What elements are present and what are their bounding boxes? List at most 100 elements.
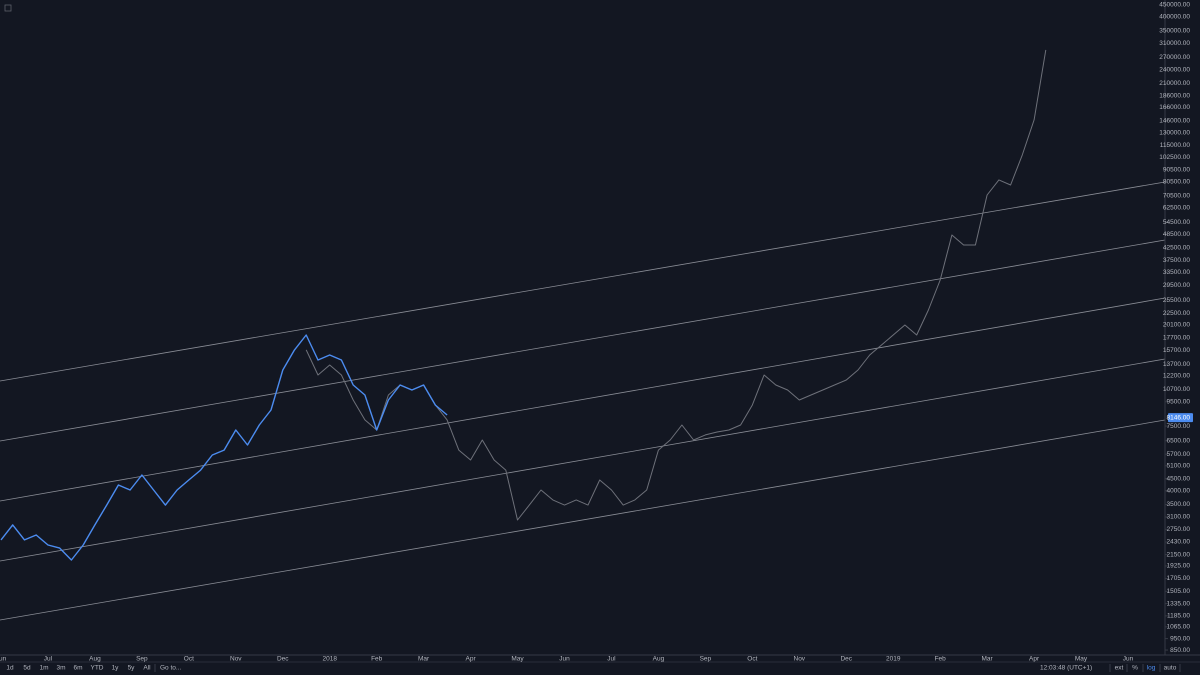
y-tick-label: 146000.00 bbox=[1159, 117, 1190, 124]
y-tick-label: 13700.00 bbox=[1163, 361, 1190, 368]
y-tick-label: 1185.00 bbox=[1167, 613, 1190, 620]
y-tick-label: 186000.00 bbox=[1159, 93, 1190, 100]
x-tick-label: Sep bbox=[136, 656, 148, 663]
y-tick-label: 37500.00 bbox=[1163, 257, 1190, 264]
y-tick-label: 33500.00 bbox=[1163, 269, 1190, 276]
x-tick-label: 2019 bbox=[886, 656, 901, 663]
y-tick-label: 2750.00 bbox=[1167, 526, 1191, 533]
y-tick-label: 15700.00 bbox=[1163, 347, 1190, 354]
last-price-label: 8146.00 bbox=[1167, 414, 1191, 421]
x-tick-label: Aug bbox=[89, 656, 101, 663]
range-button[interactable]: 6m bbox=[73, 665, 82, 672]
y-tick-label: 62500.00 bbox=[1163, 205, 1190, 212]
option-button[interactable]: ext bbox=[1115, 665, 1124, 672]
y-tick-label: 240000.00 bbox=[1159, 66, 1190, 73]
range-button[interactable]: 5d bbox=[23, 665, 31, 672]
y-tick-label: 6500.00 bbox=[1167, 438, 1191, 445]
y-tick-label: 10700.00 bbox=[1163, 386, 1190, 393]
x-tick-label: Oct bbox=[184, 656, 194, 663]
x-tick-label: Apr bbox=[466, 656, 477, 663]
y-tick-label: 400000.00 bbox=[1159, 14, 1190, 21]
x-tick-label: Jun bbox=[559, 656, 570, 663]
x-tick-label: May bbox=[1075, 656, 1088, 663]
x-tick-label: 2018 bbox=[322, 656, 337, 663]
y-tick-label: 4500.00 bbox=[1167, 475, 1191, 482]
x-tick-label: Feb bbox=[371, 656, 383, 663]
y-tick-label: 5700.00 bbox=[1167, 451, 1191, 458]
x-tick-label: Nov bbox=[794, 656, 806, 663]
channel-line bbox=[0, 239, 1166, 442]
channel-line bbox=[0, 358, 1166, 562]
range-button[interactable]: All bbox=[143, 665, 151, 672]
y-tick-label: 2430.00 bbox=[1167, 539, 1191, 546]
last-price-box bbox=[1168, 413, 1193, 423]
x-tick-label: Sep bbox=[700, 656, 712, 663]
x-tick-label: Jun bbox=[1123, 656, 1134, 663]
x-tick-label: Dec bbox=[840, 656, 852, 663]
x-tick-label: Jun bbox=[0, 656, 7, 663]
range-button[interactable]: YTD bbox=[91, 665, 104, 672]
option-button[interactable]: auto bbox=[1164, 665, 1177, 672]
y-tick-label: 29500.00 bbox=[1163, 282, 1190, 289]
y-tick-label: 1705.00 bbox=[1167, 575, 1191, 582]
range-button[interactable]: 1m bbox=[39, 665, 48, 672]
x-tick-label: May bbox=[511, 656, 524, 663]
y-tick-label: 25500.00 bbox=[1163, 297, 1190, 304]
y-tick-label: 5100.00 bbox=[1167, 462, 1191, 469]
x-tick-label: Aug bbox=[653, 656, 665, 663]
menu-icon[interactable] bbox=[4, 4, 12, 12]
x-tick-label: Feb bbox=[935, 656, 947, 663]
y-tick-label: 1335.00 bbox=[1167, 600, 1191, 607]
channel-lines bbox=[0, 181, 1166, 621]
time-label: 12:03:48 (UTC+1) bbox=[1040, 665, 1092, 672]
range-button[interactable]: 3m bbox=[56, 665, 65, 672]
channel-line bbox=[0, 297, 1166, 502]
y-tick-label: 1925.00 bbox=[1167, 563, 1191, 570]
x-tick-label: Mar bbox=[418, 656, 430, 663]
x-tick-label: Apr bbox=[1029, 656, 1040, 663]
y-tick-label: 1505.00 bbox=[1167, 588, 1191, 595]
y-tick-label: 950.00 bbox=[1170, 635, 1190, 642]
y-tick-label: 1065.00 bbox=[1167, 624, 1191, 631]
y-tick-label: 80500.00 bbox=[1163, 179, 1190, 186]
y-tick-label: 166000.00 bbox=[1159, 104, 1190, 111]
y-tick-label: 850.00 bbox=[1170, 647, 1190, 654]
y-tick-label: 17700.00 bbox=[1163, 334, 1190, 341]
y-tick-label: 3100.00 bbox=[1167, 514, 1191, 521]
range-button[interactable]: 1d bbox=[6, 665, 14, 672]
channel-line bbox=[0, 419, 1166, 621]
y-tick-label: 210000.00 bbox=[1159, 80, 1190, 87]
y-tick-label: 115000.00 bbox=[1160, 142, 1191, 149]
y-tick-label: 22500.00 bbox=[1163, 310, 1190, 317]
range-button[interactable]: 1y bbox=[112, 665, 120, 672]
y-tick-label: 4000.00 bbox=[1167, 487, 1191, 494]
y-tick-label: 130000.00 bbox=[1159, 129, 1190, 136]
y-tick-label: 9500.00 bbox=[1167, 398, 1191, 405]
y-tick-label: 42500.00 bbox=[1163, 244, 1190, 251]
x-tick-label: Jul bbox=[607, 656, 616, 663]
channel-line bbox=[0, 181, 1166, 382]
y-tick-label: 450000.00 bbox=[1159, 2, 1190, 9]
y-tick-label: 7500.00 bbox=[1167, 423, 1191, 430]
goto-button[interactable]: Go to... bbox=[160, 665, 182, 672]
option-button[interactable]: log bbox=[1147, 665, 1156, 672]
x-tick-label: Jul bbox=[44, 656, 53, 663]
y-tick-label: 350000.00 bbox=[1159, 27, 1190, 34]
y-tick-label: 54500.00 bbox=[1163, 219, 1190, 226]
y-tick-label: 70500.00 bbox=[1163, 192, 1190, 199]
price-line bbox=[0, 334, 448, 561]
y-tick-label: 270000.00 bbox=[1159, 54, 1190, 61]
range-button[interactable]: 5y bbox=[128, 665, 136, 672]
y-tick-label: 3500.00 bbox=[1167, 501, 1191, 508]
x-tick-label: Dec bbox=[277, 656, 289, 663]
y-tick-label: 12200.00 bbox=[1163, 373, 1190, 380]
y-tick-label: 20100.00 bbox=[1163, 321, 1190, 328]
y-tick-label: 102500.00 bbox=[1159, 154, 1190, 161]
x-tick-label: Oct bbox=[747, 656, 757, 663]
x-tick-label: Nov bbox=[230, 656, 242, 663]
y-tick-label: 90500.00 bbox=[1163, 167, 1190, 174]
y-tick-label: 48500.00 bbox=[1163, 231, 1190, 238]
option-button[interactable]: % bbox=[1132, 665, 1138, 672]
x-tick-label: Mar bbox=[982, 656, 994, 663]
